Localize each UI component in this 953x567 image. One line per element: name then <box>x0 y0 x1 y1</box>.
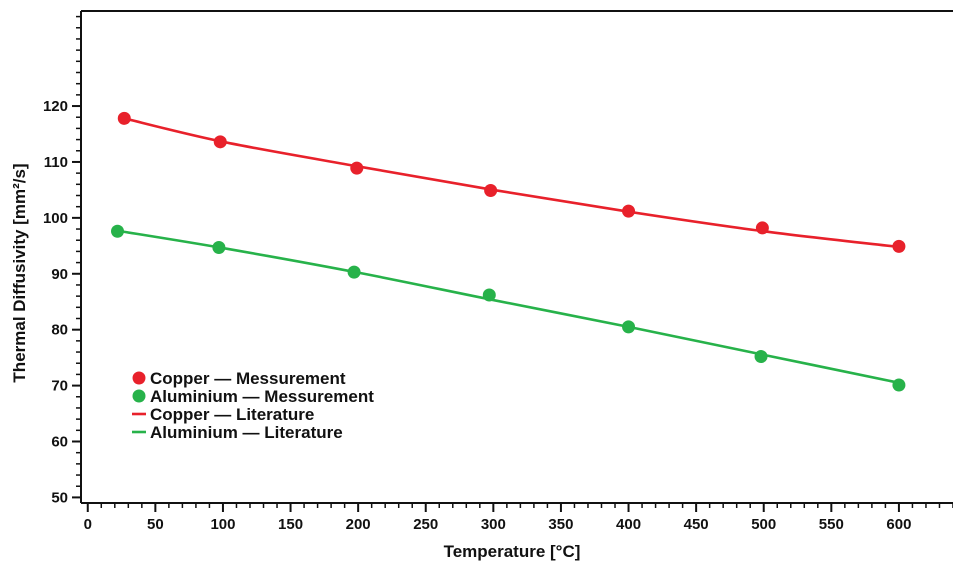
data-point-copper-messurement <box>350 161 364 175</box>
data-point-copper-messurement <box>622 204 636 218</box>
x-axis-title: Temperature [°C] <box>444 542 581 561</box>
x-tick-label: 600 <box>886 516 911 533</box>
y-tick-label: 50 <box>51 489 68 506</box>
y-axis-title: Thermal Diffusivity [mm²/s] <box>10 163 29 382</box>
x-tick-label: 0 <box>84 516 92 533</box>
x-tick-label: 200 <box>346 516 371 533</box>
x-tick-label: 500 <box>751 516 776 533</box>
data-point-aluminium-messurement <box>622 320 636 334</box>
x-tick-label: 150 <box>278 516 303 533</box>
y-tick-label: 120 <box>43 98 68 115</box>
data-point-aluminium-messurement <box>111 224 125 238</box>
legend-label-copper-messurement: Copper — Messurement <box>150 369 346 388</box>
legend-label-aluminium-literature: Aluminium — Literature <box>150 423 343 442</box>
x-tick-label: 400 <box>616 516 641 533</box>
y-tick-label: 70 <box>51 378 68 395</box>
series-line-aluminium-literature <box>117 229 900 385</box>
x-tick-label: 50 <box>147 516 164 533</box>
data-point-aluminium-messurement <box>482 288 496 302</box>
data-point-copper-messurement <box>213 135 227 149</box>
x-tick-label: 550 <box>819 516 844 533</box>
series-lines <box>117 117 900 385</box>
x-tick-label: 300 <box>481 516 506 533</box>
x-tick-label: 100 <box>210 516 235 533</box>
legend-swatch-aluminium-messurement <box>132 389 146 403</box>
y-tick-label: 110 <box>44 154 68 171</box>
series-line-copper-literature <box>123 117 900 249</box>
legend-swatch-copper-messurement <box>132 371 146 385</box>
x-tick-label: 450 <box>684 516 709 533</box>
y-tick-label: 60 <box>51 434 68 451</box>
data-point-aluminium-messurement <box>212 240 226 254</box>
data-point-copper-messurement <box>117 111 131 125</box>
data-point-copper-messurement <box>484 183 498 197</box>
data-point-aluminium-messurement <box>754 350 768 364</box>
y-tick-label: 90 <box>51 266 68 283</box>
legend-label-copper-literature: Copper — Literature <box>150 405 314 424</box>
y-tick-label: 100 <box>43 210 68 227</box>
x-tick-label: 350 <box>548 516 573 533</box>
data-point-copper-messurement <box>755 221 769 235</box>
axes: 0 50 100 150 200 250 300 350 400 450 500 550 600 50 60… <box>43 10 953 533</box>
legend-label-aluminium-messurement: Aluminium — Messurement <box>150 387 374 406</box>
data-point-aluminium-messurement <box>347 265 361 279</box>
y-tick-label: 80 <box>51 322 68 339</box>
series-points <box>111 111 906 392</box>
x-tick-label: 250 <box>413 516 438 533</box>
data-point-aluminium-messurement <box>892 378 906 392</box>
data-point-copper-messurement <box>892 239 906 253</box>
